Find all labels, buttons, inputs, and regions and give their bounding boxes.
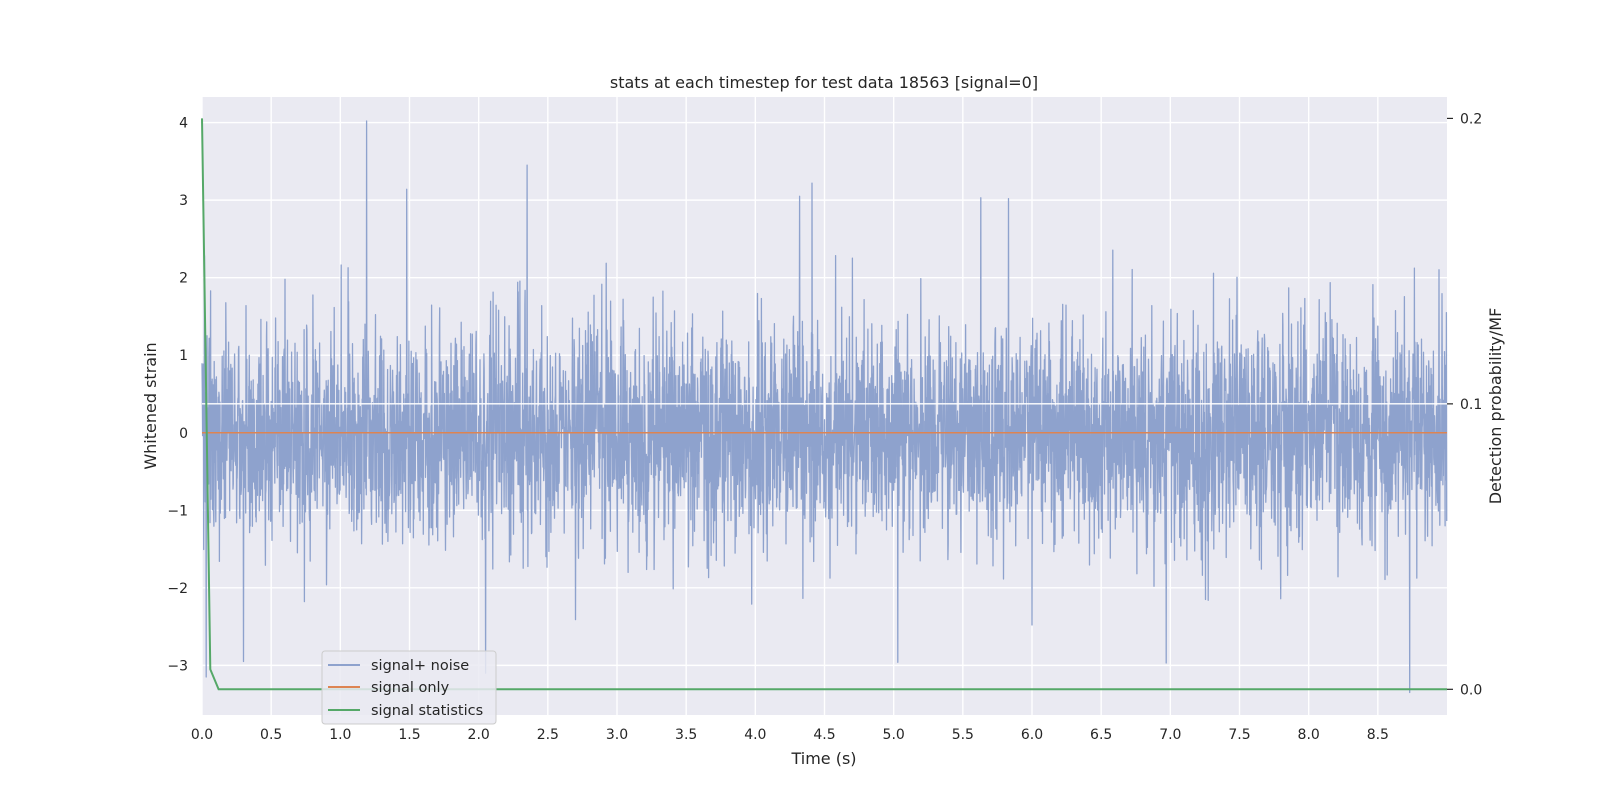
x-tick-label: 3.5 — [675, 727, 697, 743]
x-tick-label: 6.0 — [1021, 727, 1043, 743]
x-tick-label: 7.0 — [1159, 727, 1181, 743]
y2-axis-ticks: 0.0 0.1 0.2 — [1447, 111, 1482, 698]
y-tick-label: −3 — [167, 658, 188, 674]
x-tick-label: 2.0 — [468, 727, 490, 743]
legend-label-signal-noise: signal+ noise — [371, 658, 469, 674]
series-line-signal-statistics — [201, 118, 1447, 691]
x-axis-ticks: 0.0 0.5 1.0 1.5 2.0 2.5 3.0 3.5 4.0 4.5 5.0 5.5 6.0 6… — [191, 727, 1389, 743]
legend: signal+ noise signal only signal statist… — [321, 650, 497, 725]
y-tick-label: 0 — [179, 426, 188, 442]
x-tick-label: 3.0 — [606, 727, 628, 743]
series-line-signal-noise — [201, 120, 1448, 694]
chart-title: stats at each timestep for test data 185… — [610, 73, 1038, 92]
y-tick-label: 2 — [179, 271, 188, 287]
y-axis-ticks: −3 −2 −1 0 1 2 3 4 — [167, 116, 188, 675]
x-tick-label: 4.5 — [813, 727, 835, 743]
legend-label-signal-only: signal only — [371, 680, 450, 696]
x-tick-label: 2.5 — [537, 727, 559, 743]
x-tick-label: 6.5 — [1090, 727, 1112, 743]
x-tick-label: 7.5 — [1228, 727, 1250, 743]
y2-tick-label: 0.1 — [1460, 397, 1482, 413]
x-tick-label: 8.0 — [1298, 727, 1320, 743]
y-axis-label: Whitened strain — [141, 342, 160, 469]
x-tick-label: 0.5 — [260, 727, 282, 743]
x-axis-label: Time (s) — [790, 749, 856, 768]
y-tick-label: −1 — [167, 503, 188, 519]
y-tick-label: 4 — [179, 116, 188, 132]
y-tick-label: −2 — [167, 581, 188, 597]
x-tick-label: 5.5 — [952, 727, 974, 743]
y2-axis-label: Detection probability/MF — [1486, 308, 1505, 505]
x-tick-label: 4.0 — [744, 727, 766, 743]
legend-label-signal-statistics: signal statistics — [371, 703, 483, 719]
x-tick-label: 5.0 — [883, 727, 905, 743]
x-tick-label: 1.5 — [398, 727, 420, 743]
y-tick-label: 3 — [179, 193, 188, 209]
x-tick-label: 8.5 — [1367, 727, 1389, 743]
legend-box — [321, 650, 497, 725]
y-tick-label: 1 — [179, 348, 188, 364]
x-tick-label: 1.0 — [329, 727, 351, 743]
y2-tick-label: 0.0 — [1460, 682, 1482, 698]
plot-area — [201, 118, 1448, 694]
x-tick-label: 0.0 — [191, 727, 213, 743]
y2-tick-label: 0.2 — [1460, 111, 1482, 127]
